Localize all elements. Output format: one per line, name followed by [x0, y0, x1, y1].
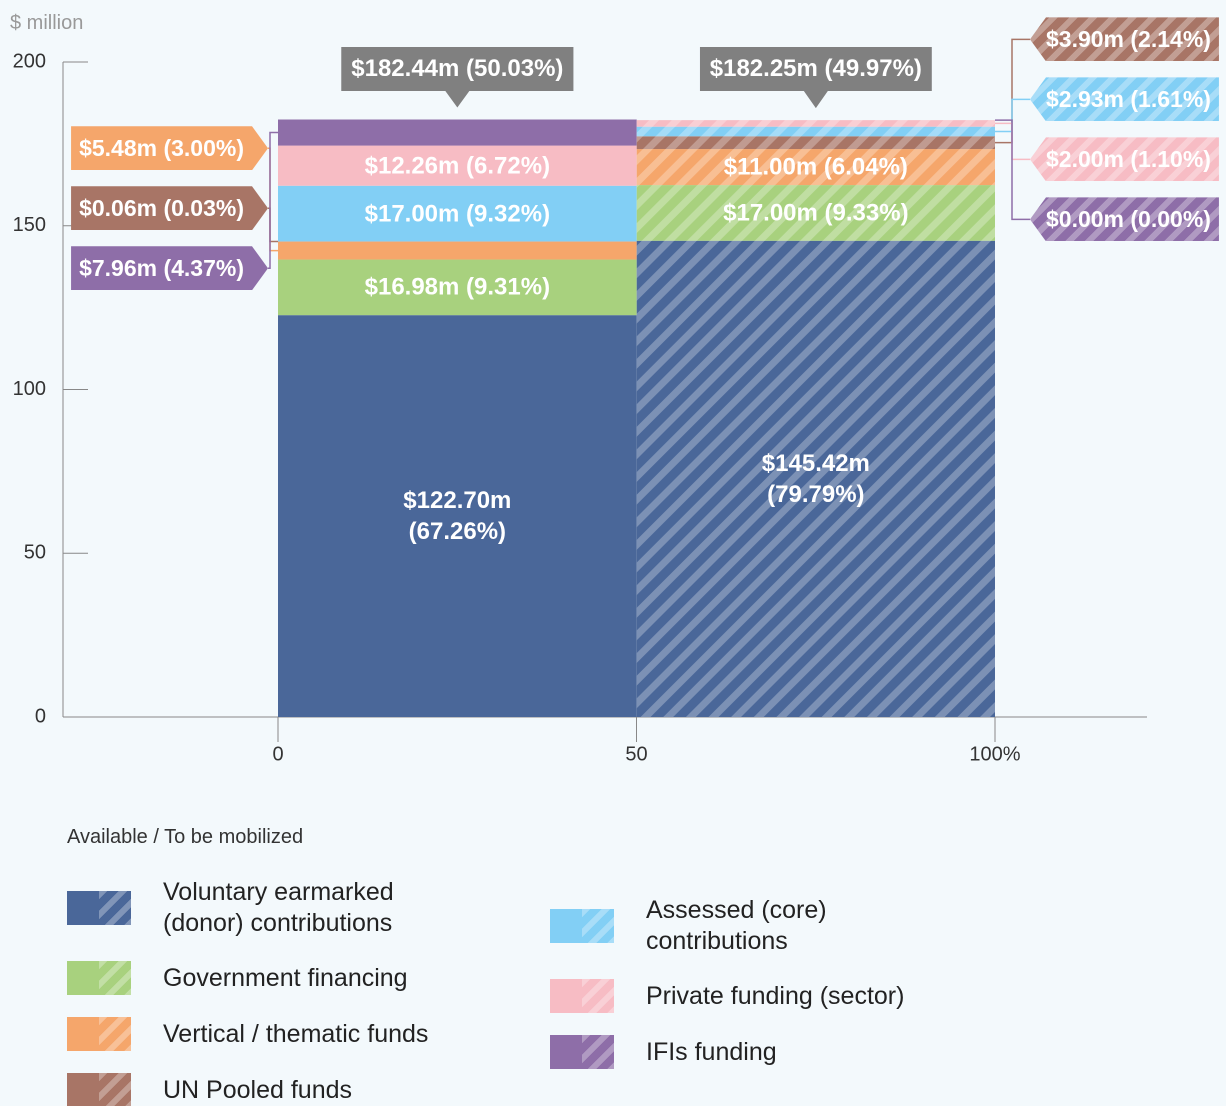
legend-text: IFIs funding [646, 1037, 777, 1066]
connector [995, 98, 1030, 133]
segment-label: $17.00m (9.33%) [723, 199, 909, 227]
y-tick-label: 150 [13, 214, 46, 236]
swatch-available [67, 1017, 99, 1051]
legend-text: Voluntary earmarked (donor) contribution… [163, 878, 394, 937]
segment [278, 259, 637, 316]
legend-item: Voluntary earmarked (donor) contribution… [67, 877, 463, 939]
segment-label: $145.42m (79.79%) [761, 449, 870, 508]
swatch-mobilized [99, 891, 131, 925]
swatch-available [550, 909, 582, 943]
connector [995, 38, 1030, 144]
x-tick-label: 0 [272, 743, 283, 765]
connector [268, 131, 278, 269]
y-axis-label: $ million [10, 12, 84, 34]
legend-item: IFIs funding [550, 1035, 946, 1069]
segment-label: $16.98m (9.31%) [364, 273, 551, 301]
connector [995, 119, 1030, 221]
hatch-overlay [636, 136, 995, 150]
swatch-available [550, 1035, 582, 1069]
hatch-overlay [636, 149, 995, 186]
legend-swatch [550, 979, 614, 1013]
plot: 0 50 100 150 200 0 50 100% [13, 38, 1147, 765]
callout-label: $7.96m (4.37%) [71, 246, 268, 290]
legend-text: Government financing [163, 963, 408, 992]
swatch-mobilized [99, 961, 131, 995]
legend-swatch [67, 891, 131, 925]
swatch-mobilized [99, 1073, 131, 1106]
legend-title: Available / To be mobilized [67, 826, 304, 848]
segment-label: $122.70m (67.26%) [403, 486, 512, 546]
y-tick-label: 100 [13, 378, 46, 400]
legend-text: UN Pooled funds [163, 1075, 353, 1104]
hatch-overlay [636, 120, 995, 127]
x-tick-label: 100% [969, 743, 1020, 765]
callout-label: $5.48m (3.00%) [71, 126, 268, 170]
y-tick-label: 0 [35, 705, 46, 727]
callout-label: $2.00m (1.10%) [1030, 137, 1219, 182]
y-tick-label: 200 [13, 50, 46, 72]
segment [278, 145, 637, 186]
segment [278, 241, 637, 260]
callout-label: $0.06m (0.03%) [71, 186, 268, 230]
legend-item: Assessed (core) contributions [550, 895, 946, 957]
segment [278, 119, 637, 146]
y-tick-label: 50 [24, 542, 46, 564]
hatch-overlay [636, 126, 995, 137]
swatch-available [67, 891, 99, 925]
swatch-mobilized [582, 979, 614, 1013]
legend-item: UN Pooled funds [67, 1073, 463, 1106]
swatch-available [67, 961, 99, 995]
swatch-available [67, 1073, 99, 1106]
legend-item: Private funding (sector) [550, 979, 946, 1013]
legend-item: Vertical / thematic funds [67, 1017, 463, 1051]
swatch-mobilized [99, 1017, 131, 1051]
legend-text: Assessed (core) contributions [646, 896, 827, 955]
legend-column: Voluntary earmarked (donor) contribution… [67, 877, 463, 1106]
callout-label: $2.93m (1.61%) [1030, 77, 1219, 122]
legend-swatch [67, 1073, 131, 1106]
legend-text: Vertical / thematic funds [163, 1019, 429, 1048]
swatch-mobilized [582, 909, 614, 943]
legend-swatch [67, 961, 131, 995]
hatch-overlay [636, 185, 995, 241]
legend-swatch [550, 1035, 614, 1069]
hatch-overlay [636, 240, 995, 717]
segment-label: $12.26m (6.72%) [364, 152, 551, 180]
swatch-available [550, 979, 582, 1013]
legend-swatch [550, 909, 614, 943]
callout-label: $3.90m (2.14%) [1030, 17, 1219, 62]
legend-text: Private funding (sector) [646, 981, 905, 1010]
segment [278, 185, 637, 242]
x-tick-label: 50 [625, 743, 647, 765]
legend-swatch [67, 1017, 131, 1051]
segment-label: $17.00m (9.32%) [364, 199, 551, 227]
legend-column: Assessed (core) contributions Private fun… [550, 895, 946, 1069]
swatch-mobilized [582, 1035, 614, 1069]
legend-item: Government financing [67, 961, 463, 995]
segment-label: $11.00m (6.04%) [723, 153, 908, 181]
callout-label: $0.00m (0.00%) [1030, 197, 1219, 242]
segment [278, 315, 637, 717]
